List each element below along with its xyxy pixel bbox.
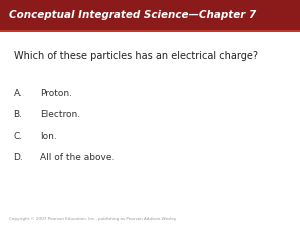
Text: B.: B.	[14, 110, 22, 119]
Text: Electron.: Electron.	[40, 110, 81, 119]
Text: A.: A.	[14, 89, 22, 98]
Text: Copyright © 2007 Pearson Education, Inc., publishing as Pearson Addison-Wesley: Copyright © 2007 Pearson Education, Inc.…	[9, 217, 176, 221]
Text: D.: D.	[14, 153, 23, 162]
Text: All of the above.: All of the above.	[40, 153, 115, 162]
Text: Proton.: Proton.	[40, 89, 73, 98]
Text: Which of these particles has an electrical charge?: Which of these particles has an electric…	[14, 51, 257, 61]
Text: C.: C.	[14, 132, 22, 141]
Text: Conceptual Integrated Science—Chapter 7: Conceptual Integrated Science—Chapter 7	[9, 10, 256, 20]
Text: Ion.: Ion.	[40, 132, 57, 141]
